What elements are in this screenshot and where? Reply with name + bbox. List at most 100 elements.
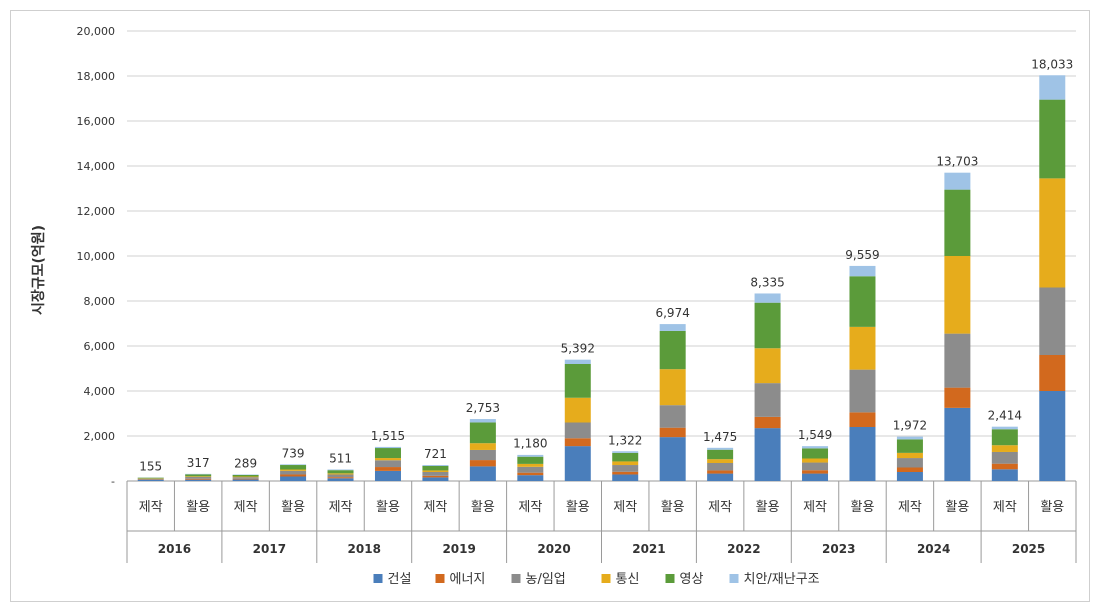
- bar-segment-6: [517, 454, 544, 457]
- bar-segment-5: [1039, 99, 1066, 179]
- bar-segment-4: [374, 458, 401, 461]
- bar-segment-5: [280, 465, 307, 470]
- bar-segment-4: [896, 452, 923, 459]
- bar-segment-3: [517, 466, 544, 473]
- total-label: 8,335: [750, 275, 784, 289]
- bar-segment-4: [564, 397, 591, 423]
- legend-label: 영상: [680, 572, 704, 587]
- total-label: 1,549: [798, 428, 832, 442]
- total-label: 18,033: [1031, 57, 1073, 71]
- y-tick-label: 14,000: [77, 160, 116, 173]
- x-subcategory-label: 활용: [186, 500, 210, 515]
- bar-segment-1: [754, 428, 781, 481]
- legend-label: 치안/재난구조: [744, 572, 820, 587]
- bar-segment-6: [469, 419, 496, 423]
- bar-segment-6: [280, 464, 307, 466]
- x-year-label: 2020: [537, 542, 570, 556]
- bar-segment-1: [185, 479, 212, 481]
- x-subcategory-label: 제작: [329, 500, 353, 515]
- bar-segment-2: [374, 467, 401, 471]
- bar-segment-1: [137, 479, 164, 481]
- y-tick-label: 4,000: [84, 385, 116, 398]
- bar-segment-5: [896, 439, 923, 453]
- y-tick-label: 20,000: [77, 25, 116, 38]
- bar-segment-4: [422, 470, 449, 472]
- bar-segment-1: [422, 477, 449, 481]
- total-label: 1,515: [371, 429, 405, 443]
- bar-segment-5: [232, 474, 259, 477]
- total-label: 1,322: [608, 433, 642, 447]
- bar-segment-2: [849, 412, 876, 427]
- bar-segment-3: [564, 422, 591, 439]
- legend-label: 통신: [616, 572, 640, 587]
- bar-segment-5: [469, 422, 496, 444]
- bar-segment-3: [422, 472, 449, 476]
- x-year-label: 2017: [253, 542, 286, 556]
- y-axis: - 2,000 4,000 6,000 8,000 10,000 12,000 14,000 1…: [77, 25, 116, 488]
- stacked-bar-chart: - 2,000 4,000 6,000 8,000 10,000 12,000 14,000 1…: [30, 25, 1077, 587]
- total-label: 6,974: [655, 306, 689, 320]
- bar-segment-1: [802, 473, 829, 481]
- x-year-label: 2024: [917, 542, 950, 556]
- bars: [137, 75, 1066, 481]
- x-year-label: 2025: [1012, 542, 1045, 556]
- y-tick-label: -: [111, 475, 115, 488]
- legend-label: 건설: [388, 572, 412, 587]
- y-tick-label: 6,000: [84, 340, 116, 353]
- bar-segment-5: [707, 449, 734, 460]
- bar-segment-3: [469, 449, 496, 461]
- bar-segment-4: [991, 445, 1018, 452]
- bar-segment-1: [707, 473, 734, 481]
- legend-label: 농/임업: [526, 572, 566, 587]
- x-subcategory-label: 제작: [993, 500, 1017, 515]
- bar-segment-6: [707, 447, 734, 450]
- bar-segment-6: [849, 265, 876, 277]
- total-label: 1,475: [703, 430, 737, 444]
- bar-segment-6: [1039, 75, 1066, 100]
- bar-segment-2: [185, 478, 212, 480]
- total-label: 1,180: [513, 436, 547, 450]
- bar-segment-3: [991, 451, 1018, 464]
- legend-swatch: [511, 574, 521, 583]
- bar-segment-3: [707, 463, 734, 471]
- bar-segment-4: [612, 461, 639, 466]
- bar-segment-6: [659, 324, 686, 331]
- bar-segment-3: [754, 383, 781, 417]
- bar-segment-5: [517, 456, 544, 464]
- bar-segment-5: [802, 448, 829, 459]
- legend-swatch: [729, 574, 739, 583]
- x-subcategory-label: 제작: [423, 500, 447, 515]
- bar-segment-4: [754, 348, 781, 384]
- bar-segment-6: [612, 451, 639, 453]
- x-subcategory-label: 활용: [376, 500, 400, 515]
- y-tick-label: 16,000: [77, 115, 116, 128]
- bar-segment-1: [280, 476, 307, 481]
- bar-segment-5: [422, 465, 449, 471]
- bar-segment-1: [374, 470, 401, 481]
- bar-segment-2: [659, 427, 686, 438]
- total-label: 511: [329, 452, 352, 466]
- bar-segment-2: [564, 438, 591, 447]
- bar-segment-3: [327, 474, 354, 478]
- bar-segment-4: [707, 459, 734, 463]
- total-labels: 155 317 289 739 511 1,515 721 2,753 1,180 5,392 1,…: [139, 57, 1073, 473]
- bar-segment-2: [232, 478, 259, 480]
- bar-segment-4: [659, 369, 686, 406]
- bar-segment-1: [517, 475, 544, 481]
- bar-segment-3: [849, 369, 876, 413]
- bar-segment-6: [896, 436, 923, 440]
- bar-segment-5: [659, 330, 686, 370]
- bar-segment-2: [517, 472, 544, 476]
- bar-segment-2: [754, 416, 781, 429]
- legend-swatch: [601, 574, 611, 583]
- x-year-label: 2019: [442, 542, 475, 556]
- bar-segment-2: [327, 477, 354, 479]
- bar-segment-6: [564, 359, 591, 364]
- bar-segment-1: [232, 479, 259, 481]
- bar-segment-5: [612, 452, 639, 462]
- bar-segment-5: [944, 189, 971, 256]
- legend: 건설 에너지 농/임업 통신 영상 치안/재난구조: [373, 572, 820, 587]
- x-subcategory-label: 활용: [756, 500, 780, 515]
- bar-segment-6: [327, 469, 354, 471]
- total-label: 13,703: [936, 155, 978, 169]
